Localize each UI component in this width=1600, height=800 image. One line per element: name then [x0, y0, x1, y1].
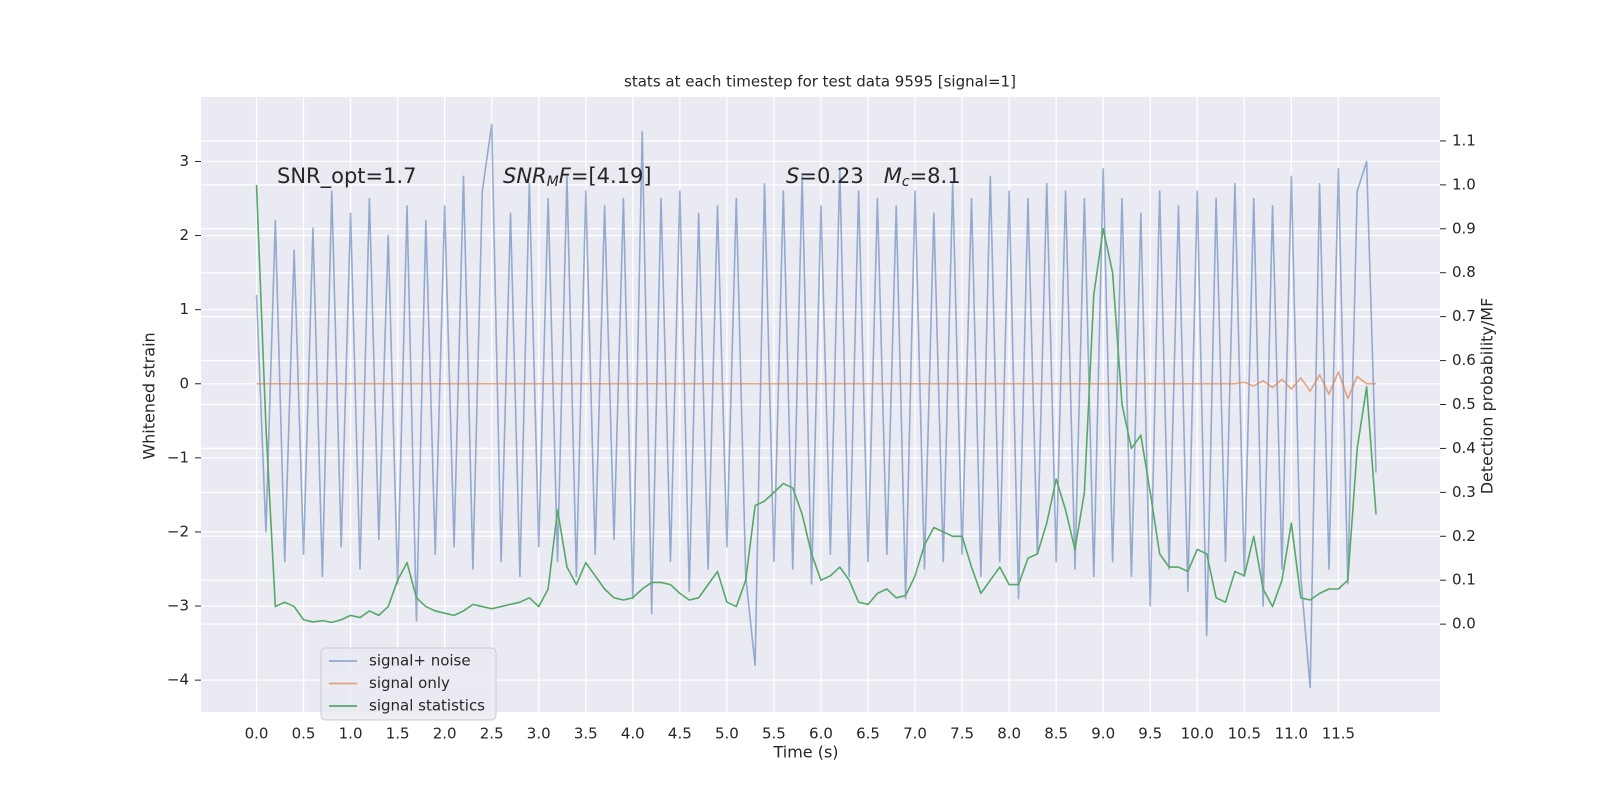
y2-tick-label: 0.1 — [1452, 571, 1476, 589]
y2-tick-label: 0.7 — [1452, 307, 1476, 325]
y2-tick-label: 0.9 — [1452, 219, 1476, 237]
y-tick-label: −4 — [167, 671, 189, 689]
annotation: S=0.23 Mc=8.1 — [786, 164, 961, 190]
series-line — [255, 184, 1377, 624]
y2-tick-label: 0.4 — [1452, 439, 1476, 457]
x-tick-label: 1.0 — [339, 725, 363, 743]
x-tick-label: 2.0 — [433, 725, 457, 743]
y2-tick-label: 0.5 — [1452, 395, 1476, 413]
x-tick-label: 5.0 — [715, 725, 739, 743]
annotation-part: S — [786, 164, 799, 188]
annotation-part: =[4.19] — [571, 164, 652, 188]
y2-tick-label: 1.0 — [1452, 175, 1476, 193]
y-tick-label: 2 — [179, 226, 189, 244]
x-tick-label: 6.0 — [809, 725, 833, 743]
annotation-part: SNR_opt=1.7 — [277, 164, 417, 189]
x-tick-label: 8.0 — [997, 725, 1021, 743]
y-tick-label: 3 — [179, 152, 189, 170]
annotation-part: F — [559, 164, 572, 188]
y2-tick-label: 0.3 — [1452, 483, 1476, 501]
chart-title: stats at each timestep for test data 959… — [624, 73, 1016, 91]
x-axis-title: Time (s) — [772, 743, 838, 762]
y2-tick-label: 1.1 — [1452, 131, 1476, 149]
x-tick-label: 2.5 — [480, 725, 504, 743]
x-tick-label: 7.0 — [903, 725, 927, 743]
x-tick-label: 11.0 — [1275, 725, 1308, 743]
x-tick-label: 6.5 — [856, 725, 880, 743]
y2-tick-label: 0.2 — [1452, 527, 1476, 545]
y-tick-label: 0 — [179, 374, 189, 392]
x-tick-label: 3.5 — [574, 725, 598, 743]
x-tick-label: 10.5 — [1228, 725, 1261, 743]
x-tick-label: 5.5 — [762, 725, 786, 743]
y-tick-label: −2 — [167, 522, 189, 540]
y2-tick-label: 0.0 — [1452, 615, 1476, 633]
annotation-part: =8.1 — [910, 164, 961, 188]
annotation: SNRMF=[4.19] — [503, 164, 652, 190]
y-axis-title: Whitened strain — [140, 332, 159, 459]
x-tick-label: 4.0 — [621, 725, 645, 743]
legend-label: signal statistics — [369, 697, 485, 715]
series-line — [255, 123, 1377, 689]
x-tick-label: 10.0 — [1181, 725, 1214, 743]
legend-box — [320, 647, 497, 721]
x-tick-label: 8.5 — [1044, 725, 1068, 743]
annotation-part: c — [902, 174, 910, 190]
x-tick-label: 1.5 — [386, 725, 410, 743]
y-tick-label: −3 — [167, 597, 189, 615]
annotation-part: M — [547, 174, 559, 190]
x-tick-label: 4.5 — [668, 725, 692, 743]
annotation-part: =0.23 — [799, 164, 883, 188]
x-tick-label: 0.0 — [245, 725, 269, 743]
x-tick-label: 0.5 — [292, 725, 316, 743]
y2-tick-label: 0.6 — [1452, 351, 1476, 369]
x-tick-label: 9.5 — [1138, 725, 1162, 743]
x-tick-label: 7.5 — [950, 725, 974, 743]
y-tick-label: −1 — [167, 448, 189, 466]
annotation-part: SNR — [503, 164, 547, 188]
y2-tick-label: 0.8 — [1452, 263, 1476, 281]
legend-label: signal+ noise — [369, 652, 471, 670]
x-tick-label: 3.0 — [527, 725, 551, 743]
annotation-part: M — [884, 164, 902, 188]
x-tick-label: 9.0 — [1091, 725, 1115, 743]
legend-label: signal only — [369, 674, 450, 692]
x-tick-label: 11.5 — [1322, 725, 1355, 743]
y2-axis-title: Detection probability/MF — [1478, 298, 1497, 495]
annotation: SNR_opt=1.7 — [277, 164, 417, 189]
y-tick-label: 1 — [179, 300, 189, 318]
series-line — [256, 371, 1377, 400]
